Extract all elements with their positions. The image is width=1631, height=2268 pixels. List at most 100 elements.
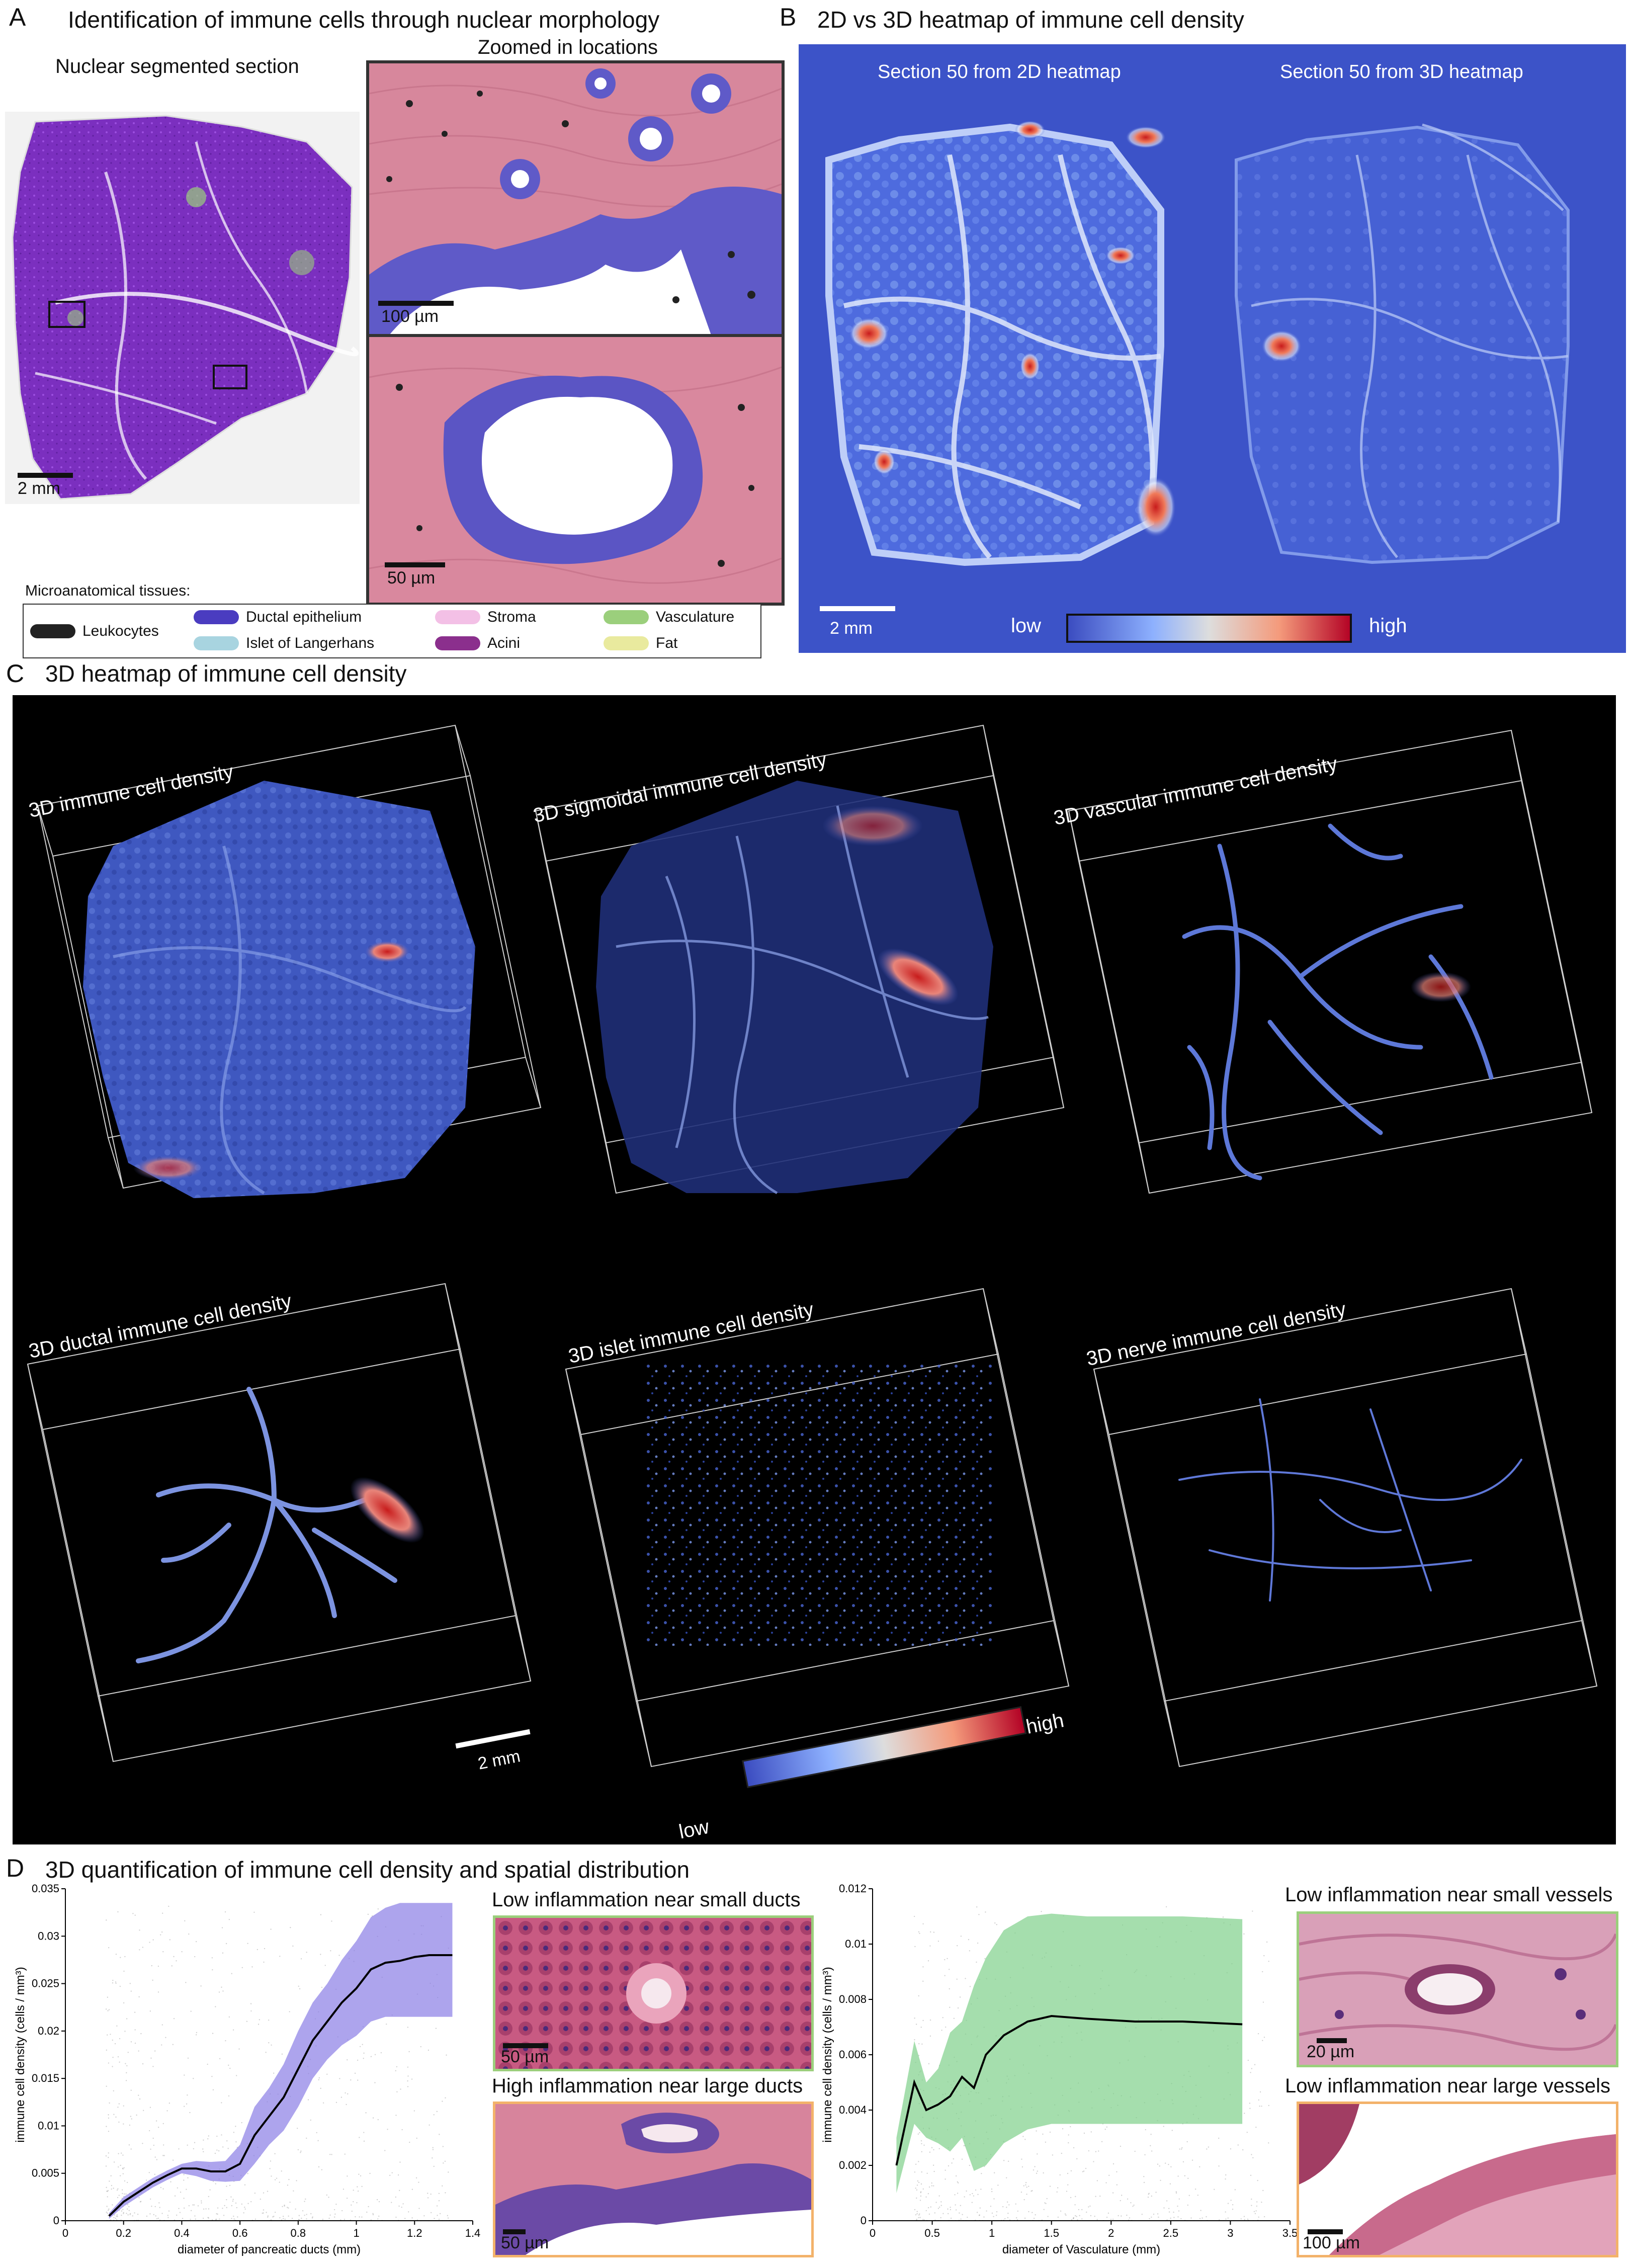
scatter-point [1166,2200,1168,2202]
scatter-point [1005,2177,1007,2178]
scatter-point [152,2137,154,2139]
scatter-point [1090,2131,1092,2133]
scatter-point [161,1931,163,1933]
scatter-point [148,2172,150,2173]
scatter-point [1130,2202,1132,2204]
scatter-point [211,2219,213,2221]
scatter-point [934,2212,936,2214]
scatter-point [125,2193,127,2195]
scatter-point [1021,2158,1022,2160]
heatmap-2d-3d-panel [799,44,1626,653]
scatter-point [107,2212,108,2214]
scatter-point [334,2213,336,2215]
scatter-point [931,2147,933,2148]
panel-d-title: 3D quantification of immune cell density… [45,1857,690,1883]
scatter-point [977,1942,979,1944]
panel-d-letter: D [6,1854,25,1882]
scalebar-ilb [503,2229,526,2234]
scatter-point [376,2199,378,2201]
scatter-point [1249,2108,1251,2109]
scatter-point [933,2170,935,2172]
scatter-point [116,2025,118,2027]
scatter-point [920,2140,922,2142]
scatter-point [228,2095,230,2097]
legend-label: Vasculature [656,609,735,625]
scatter-point [300,2152,301,2153]
scatter-point [174,2195,176,2197]
scatter-point [250,2010,252,2012]
scatter-point [118,2103,120,2105]
scatter-point [161,1912,163,1914]
scatter-point [951,2162,953,2164]
scatter-point [302,2210,304,2212]
scatter-point [937,1941,939,1942]
scatter-point [437,2215,438,2216]
scatter-point [386,2023,387,2025]
scatter-point [146,2215,148,2217]
scatter-point [1037,2153,1038,2155]
scatter-point [978,2215,980,2216]
scatter-point [919,2200,921,2201]
scatter-point [154,2206,156,2208]
scatter-point [113,2188,114,2189]
scatter-point [1088,2150,1090,2152]
scatter-point [933,1931,935,1933]
scatter-point [1225,2218,1227,2220]
scatter-point [418,2208,420,2209]
scatter-point [162,2123,164,2125]
scatter-point [115,1981,117,1983]
scatter-point [922,2020,924,2022]
scatter-point [117,2107,119,2108]
scatter-point [182,2218,184,2219]
scatter-point [106,2187,107,2189]
panel-a-left-subtitle: Nuclear segmented section [55,55,299,77]
scatter-point [363,2132,365,2133]
scatter-point [345,2092,346,2094]
scatter-point [107,1996,109,1998]
scatter-point [290,1926,291,1928]
scatter-point [112,2057,114,2058]
scatter-point [111,2185,113,2187]
scatter-point [1243,2216,1245,2217]
scatter-point [119,1985,121,1987]
scatter-point [928,2063,930,2065]
scatter-point [149,2010,151,2012]
scatter-point [357,2186,358,2188]
scatter-point [107,2215,109,2216]
scatter-point [183,2174,185,2175]
scatter-point [114,2214,116,2216]
scatter-point [185,1982,187,1983]
scatter-point [922,1966,924,1968]
scatter-point [929,2035,931,2037]
scatter-point [310,2213,312,2215]
scatter-point [1006,2207,1007,2208]
scatter-point [282,2216,284,2217]
scatter-point [447,2215,449,2217]
scatter-point [1088,2206,1089,2208]
scatter-point [209,2189,211,2191]
scatter-point [1025,2182,1027,2183]
scatter-point [363,2052,365,2054]
scatter-point [351,2210,353,2212]
scatter-point [108,1947,110,1949]
scatter-point [966,2190,967,2192]
scatter-point [1032,2190,1033,2192]
scatter-point [207,2063,208,2065]
scatter-point [149,2213,151,2215]
scatter-point [938,2148,940,2149]
scatter-point [1252,2157,1254,2159]
scatter-point [1068,2134,1069,2136]
scatter-point [1076,2158,1078,2160]
scatter-point [318,2077,320,2079]
scatter-point [321,2169,323,2170]
scatter-point [113,2161,115,2163]
scatter-point [124,1956,126,1958]
x-tick-label: 1.4 [465,2227,481,2239]
scatter-point [108,2131,110,2132]
scatter-point [920,2192,921,2194]
x-tick-label: 1.2 [407,2227,422,2239]
scatter-point [918,2214,920,2216]
scatter-point [442,2185,443,2187]
scatter-point [105,2165,107,2167]
scatter-point [1250,2072,1251,2073]
